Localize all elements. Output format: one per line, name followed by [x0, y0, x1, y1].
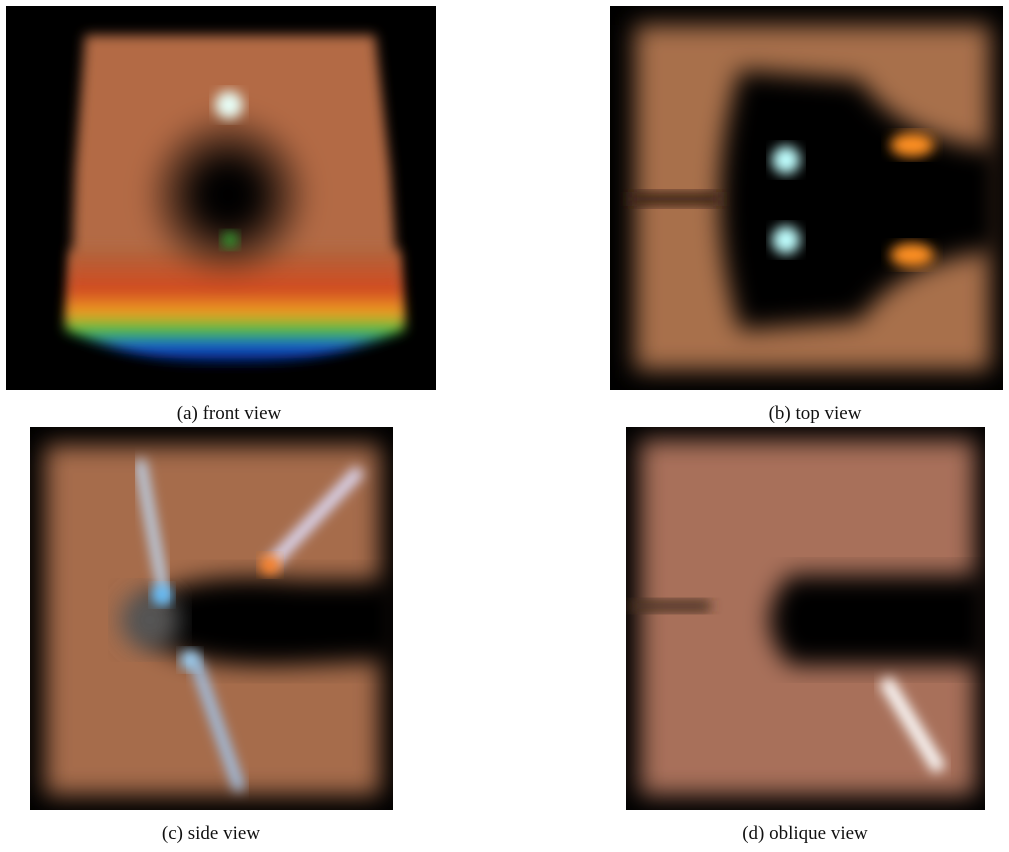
caption: (d) oblique view: [742, 823, 868, 844]
panel-image: [610, 6, 1003, 390]
caption: (a) front view: [177, 403, 282, 424]
caption: (c) side view: [162, 823, 260, 844]
panel-image: [6, 6, 436, 390]
page: (a) front view (b) top view (c) side vie…: [0, 0, 1009, 852]
panel-image: [626, 427, 990, 810]
figure: (a) front view (b) top view (c) side vie…: [0, 0, 1009, 852]
caption: (b) top view: [769, 403, 862, 424]
panel-image: [30, 427, 400, 810]
